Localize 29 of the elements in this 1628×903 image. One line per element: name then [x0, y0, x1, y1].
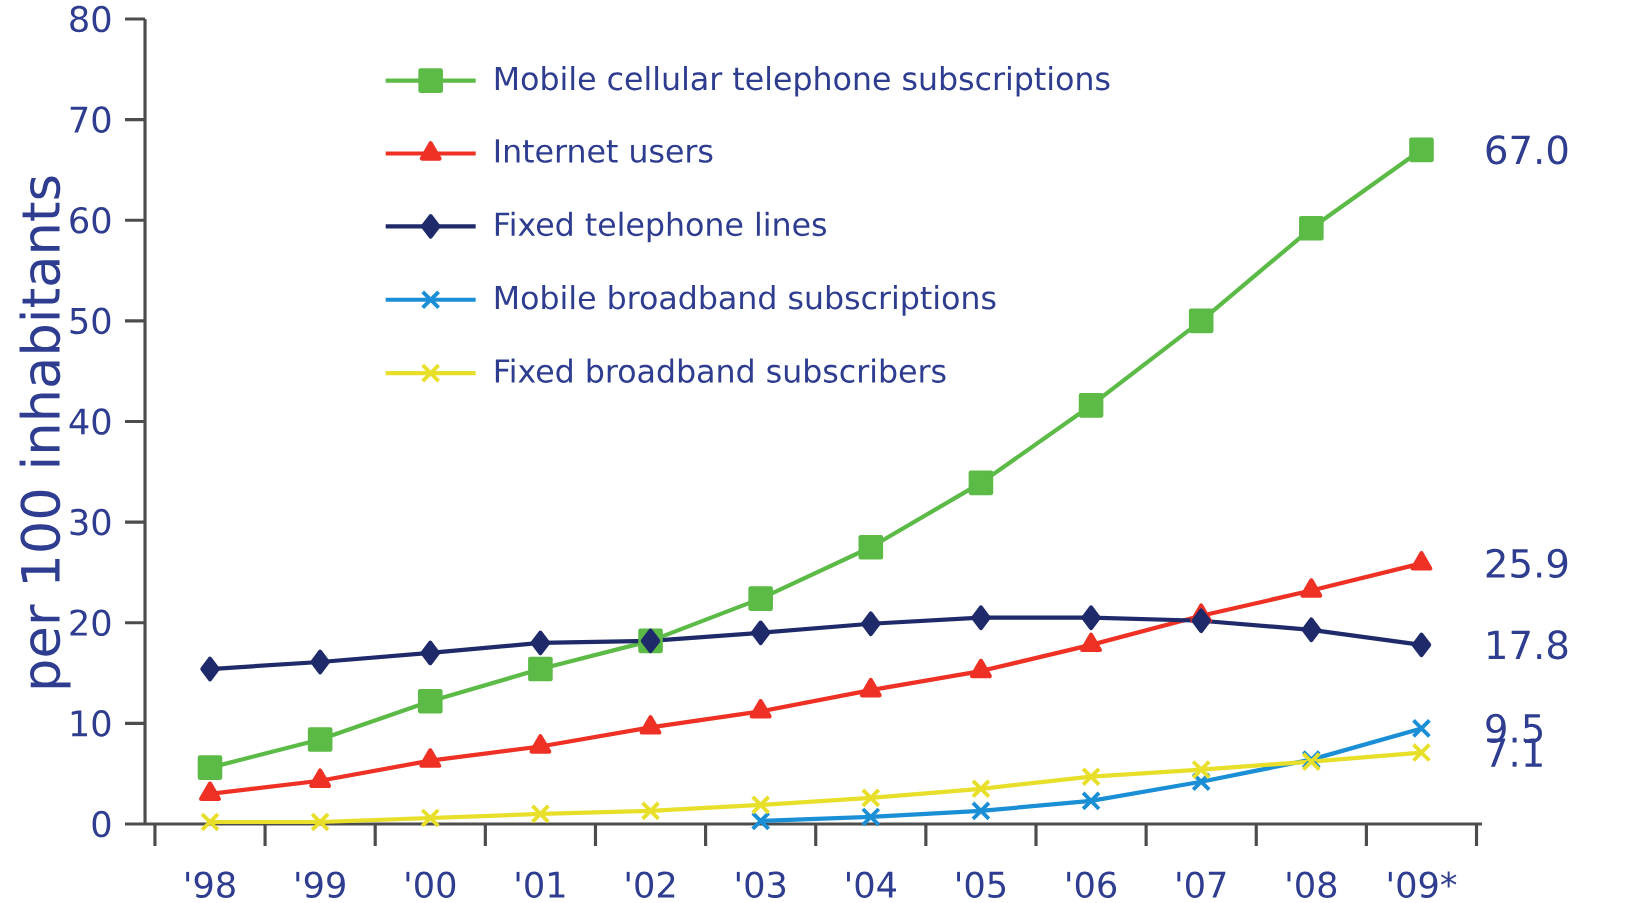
x-tick-label: '09* [1388, 871, 1457, 898]
legend-label: Fixed broadband subscribers [495, 358, 946, 383]
y-tick-label: 30 [70, 508, 111, 536]
legend-label: Internet users [495, 139, 713, 163]
y-tick-label: 10 [71, 710, 111, 737]
data-label: 67.0 [1486, 135, 1568, 165]
legend-label: Mobile broadband subscriptions [495, 285, 996, 316]
y-tick-label: 40 [69, 408, 111, 435]
x-tick-label: '00 [406, 871, 456, 898]
x-tick-label: '05 [957, 871, 1006, 898]
y-tick-label: 50 [70, 307, 111, 335]
x-tick-label: '03 [736, 871, 786, 898]
x-tick-label: '01 [516, 871, 565, 898]
y-tick-label: 70 [70, 106, 111, 133]
x-tick-label: '07 [1177, 871, 1226, 898]
y-tick-label: 20 [70, 609, 111, 637]
y-tick-label: 0 [92, 810, 111, 838]
y-tick-label: 80 [70, 5, 111, 33]
legend-label: Fixed telephone lines [495, 211, 826, 243]
legend-label: Mobile cellular telephone subscriptions [495, 65, 1110, 97]
x-tick-label: '06 [1067, 871, 1117, 898]
x-tick-label: '08 [1287, 871, 1337, 898]
x-tick-label: '99 [296, 871, 345, 898]
y-tick-label: 60 [70, 206, 111, 234]
x-tick-label: '02 [626, 871, 675, 898]
data-label: 17.8 [1488, 630, 1568, 660]
x-tick-label: '04 [846, 871, 897, 898]
data-label: 25.9 [1486, 548, 1568, 579]
x-tick-label: '98 [186, 871, 235, 898]
